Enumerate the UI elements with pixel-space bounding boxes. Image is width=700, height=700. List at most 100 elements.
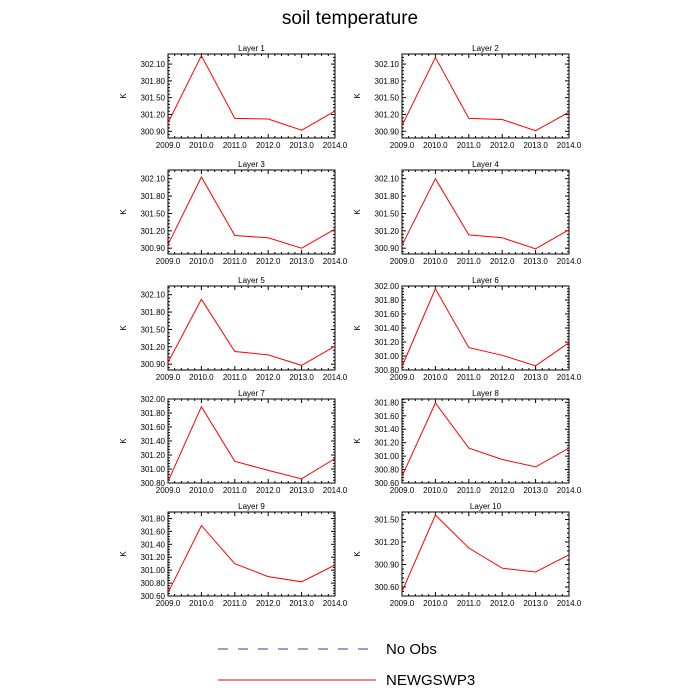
x-tick-label: 2011.0 <box>223 599 247 608</box>
x-tick-label: 2012.0 <box>490 141 515 150</box>
panel-layer-6: Layer 6 K 2009.0 2010.0 2011.0 2012.0 2013.0 20… <box>353 276 582 382</box>
x-tick-label: 2013.0 <box>523 486 548 495</box>
chart-title: soil temperature <box>281 8 419 29</box>
x-tick-label: 2012.0 <box>490 257 515 266</box>
y-tick-label: 301.80 <box>141 77 166 86</box>
x-tick-label: 2012.0 <box>256 257 281 266</box>
plot-frame <box>401 511 570 597</box>
x-tick-label: 2010.0 <box>189 257 214 266</box>
y-tick-label: 301.60 <box>375 310 400 319</box>
panel-layer-3: Layer 3 K 2009.0 2010.0 2011.0 2012.0 2013.0 20… <box>119 160 348 266</box>
x-tick-label: 2014.0 <box>557 373 582 382</box>
y-axis-label: K <box>353 209 362 215</box>
y-tick-label: 301.20 <box>375 439 400 448</box>
panel-title: Layer 2 <box>472 44 499 53</box>
x-tick-label: 2013.0 <box>289 486 314 495</box>
y-tick-label: 300.80 <box>141 479 166 488</box>
x-tick-label: 2011.0 <box>457 373 481 382</box>
y-tick-label: 300.90 <box>375 244 400 253</box>
y-tick-label: 301.20 <box>141 451 166 460</box>
panel-title: Layer 9 <box>238 502 265 511</box>
x-tick-label: 2010.0 <box>189 141 214 150</box>
panel-layer-8: Layer 8 K 2009.0 2010.0 2011.0 2012.0 2013.0 20… <box>353 389 582 495</box>
series-line-newgswp3 <box>167 175 336 249</box>
x-tick-label: 2013.0 <box>289 257 314 266</box>
y-tick-label: 302.10 <box>375 60 400 69</box>
y-tick-label: 301.20 <box>141 110 166 119</box>
y-tick-label: 301.80 <box>375 398 400 407</box>
x-tick-label: 2012.0 <box>256 373 281 382</box>
plot-frame <box>167 169 336 255</box>
plot-frame <box>167 511 336 597</box>
y-tick-label: 301.50 <box>375 516 400 525</box>
x-tick-label: 2010.0 <box>423 373 448 382</box>
y-tick-label: 301.40 <box>375 425 400 434</box>
plot-frame <box>401 53 570 139</box>
plot-frame <box>167 53 336 139</box>
y-tick-label: 301.80 <box>141 192 166 201</box>
y-tick-label: 300.90 <box>141 127 166 136</box>
panel-layer-7: Layer 7 K 2009.0 2010.0 2011.0 2012.0 2013.0 20… <box>119 389 348 495</box>
legend-label-newgswp3: NEWGSWP3 <box>386 672 475 689</box>
panel-layer-5: Layer 5 K 2009.0 2010.0 2011.0 2012.0 2013.0 20… <box>119 276 348 382</box>
y-axis-label: K <box>119 209 128 215</box>
panel-layer-9: Layer 9 K 2009.0 2010.0 2011.0 2012.0 2013.0 20… <box>119 502 348 608</box>
x-tick-label: 2010.0 <box>189 486 214 495</box>
x-tick-label: 2011.0 <box>223 141 247 150</box>
x-tick-label: 2009.0 <box>156 486 181 495</box>
panel-title: Layer 3 <box>238 160 265 169</box>
panel-layer-1: Layer 1 K 2009.0 2010.0 2011.0 2012.0 2013.0 20… <box>119 44 348 150</box>
x-tick-label: 2009.0 <box>156 257 181 266</box>
y-tick-label: 301.20 <box>141 227 166 236</box>
x-tick-label: 2014.0 <box>557 257 582 266</box>
y-tick-label: 301.40 <box>141 437 166 446</box>
x-tick-label: 2012.0 <box>490 373 515 382</box>
panel-title: Layer 5 <box>238 276 265 285</box>
y-tick-label: 300.80 <box>375 366 400 375</box>
x-tick-label: 2009.0 <box>390 599 415 608</box>
x-tick-label: 2013.0 <box>523 257 548 266</box>
y-tick-label: 301.20 <box>375 227 400 236</box>
panel-layer-4: Layer 4 K 2009.0 2010.0 2011.0 2012.0 2013.0 20… <box>353 160 582 266</box>
x-tick-label: 2011.0 <box>457 599 481 608</box>
y-tick-label: 300.90 <box>375 127 400 136</box>
y-tick-label: 302.10 <box>141 60 166 69</box>
series-line-newgswp3 <box>401 287 570 367</box>
x-tick-label: 2013.0 <box>523 373 548 382</box>
y-tick-label: 301.60 <box>375 412 400 421</box>
y-tick-label: 301.00 <box>141 566 166 575</box>
y-tick-label: 301.50 <box>375 209 400 218</box>
y-tick-label: 302.10 <box>141 291 166 300</box>
y-tick-label: 301.80 <box>141 308 166 317</box>
y-tick-label: 301.20 <box>141 553 166 562</box>
x-tick-label: 2013.0 <box>523 141 548 150</box>
x-tick-label: 2009.0 <box>390 373 415 382</box>
y-tick-label: 300.80 <box>375 466 400 475</box>
y-tick-label: 300.90 <box>141 244 166 253</box>
x-tick-label: 2014.0 <box>323 257 348 266</box>
x-tick-label: 2009.0 <box>156 141 181 150</box>
x-tick-label: 2011.0 <box>223 486 247 495</box>
x-tick-label: 2013.0 <box>289 373 314 382</box>
y-tick-label: 302.00 <box>375 282 400 291</box>
plot-frame <box>401 285 570 371</box>
y-tick-label: 302.10 <box>375 175 400 184</box>
x-tick-label: 2010.0 <box>423 599 448 608</box>
x-tick-label: 2011.0 <box>457 257 481 266</box>
y-tick-label: 301.80 <box>375 296 400 305</box>
y-tick-label: 301.60 <box>141 527 166 536</box>
x-tick-label: 2013.0 <box>289 141 314 150</box>
panel-title: Layer 6 <box>472 276 499 285</box>
y-axis-label: K <box>353 93 362 99</box>
x-tick-label: 2014.0 <box>323 373 348 382</box>
y-tick-label: 301.20 <box>375 538 400 547</box>
x-tick-label: 2012.0 <box>256 141 281 150</box>
panel-layer-2: Layer 2 K 2009.0 2010.0 2011.0 2012.0 2013.0 20… <box>353 44 582 150</box>
series-line-newgswp3 <box>167 524 336 594</box>
x-tick-label: 2011.0 <box>223 257 247 266</box>
series-line-newgswp3 <box>401 177 570 250</box>
x-tick-label: 2010.0 <box>423 141 448 150</box>
y-axis-label: K <box>353 551 362 557</box>
y-tick-label: 300.90 <box>141 360 166 369</box>
x-tick-label: 2011.0 <box>223 373 247 382</box>
